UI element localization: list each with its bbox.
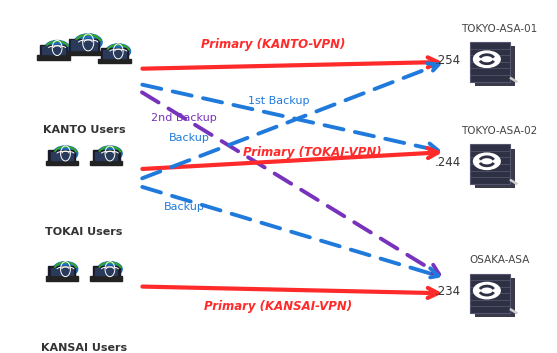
Text: 2nd Backup: 2nd Backup [151, 113, 217, 123]
Circle shape [261, 167, 294, 188]
Circle shape [240, 173, 273, 193]
Circle shape [234, 159, 278, 186]
Circle shape [97, 262, 122, 277]
Bar [48, 150, 75, 161]
Text: Backup: Backup [164, 202, 204, 211]
Bar [95, 268, 118, 275]
Bar [51, 268, 73, 275]
Text: Primary (TOKAI-VPN): Primary (TOKAI-VPN) [242, 145, 381, 158]
Circle shape [473, 282, 500, 299]
Bar [90, 161, 123, 165]
Bar [95, 152, 118, 160]
Bar [71, 40, 97, 49]
Circle shape [97, 146, 122, 161]
Text: .244: .244 [435, 156, 461, 169]
Text: TOKYO-ASA-01: TOKYO-ASA-01 [462, 24, 538, 34]
Circle shape [45, 41, 70, 55]
Text: .254: .254 [435, 54, 461, 67]
Circle shape [473, 51, 500, 67]
Text: Primary (KANTO-VPN): Primary (KANTO-VPN) [201, 38, 345, 52]
Text: .234: .234 [435, 285, 461, 298]
Text: KANTO Users: KANTO Users [43, 125, 125, 135]
Text: OSAKA-ASA: OSAKA-ASA [470, 255, 530, 265]
FancyBboxPatch shape [470, 42, 510, 82]
Text: Backup: Backup [169, 133, 210, 144]
Bar [66, 50, 102, 55]
Bar [93, 150, 120, 161]
Text: Primary (KANSAI-VPN): Primary (KANSAI-VPN) [204, 300, 353, 313]
Bar [90, 276, 123, 281]
Text: KANSAI Users: KANSAI Users [41, 343, 127, 353]
FancyBboxPatch shape [475, 47, 515, 85]
Circle shape [53, 262, 78, 277]
FancyBboxPatch shape [475, 278, 515, 317]
Bar [46, 276, 78, 281]
Bar [51, 152, 73, 160]
Bar [40, 45, 67, 55]
Circle shape [473, 153, 500, 169]
Bar [48, 266, 75, 277]
Circle shape [53, 146, 78, 161]
Bar [69, 39, 99, 51]
Bar [46, 161, 78, 165]
Circle shape [231, 176, 259, 193]
Bar [99, 59, 131, 63]
FancyBboxPatch shape [470, 144, 510, 184]
FancyBboxPatch shape [470, 274, 510, 313]
Text: TOKAI Users: TOKAI Users [45, 227, 123, 237]
Text: TOKYO-ASA-02: TOKYO-ASA-02 [462, 126, 538, 136]
Bar [104, 50, 126, 58]
Circle shape [106, 44, 130, 59]
Circle shape [74, 34, 102, 51]
Bar [37, 55, 70, 60]
Circle shape [218, 167, 252, 188]
Bar [101, 48, 128, 59]
Bar [93, 266, 120, 277]
Circle shape [253, 176, 281, 193]
Text: 1st Backup: 1st Backup [248, 96, 309, 106]
FancyBboxPatch shape [475, 149, 515, 188]
Bar [42, 46, 65, 54]
